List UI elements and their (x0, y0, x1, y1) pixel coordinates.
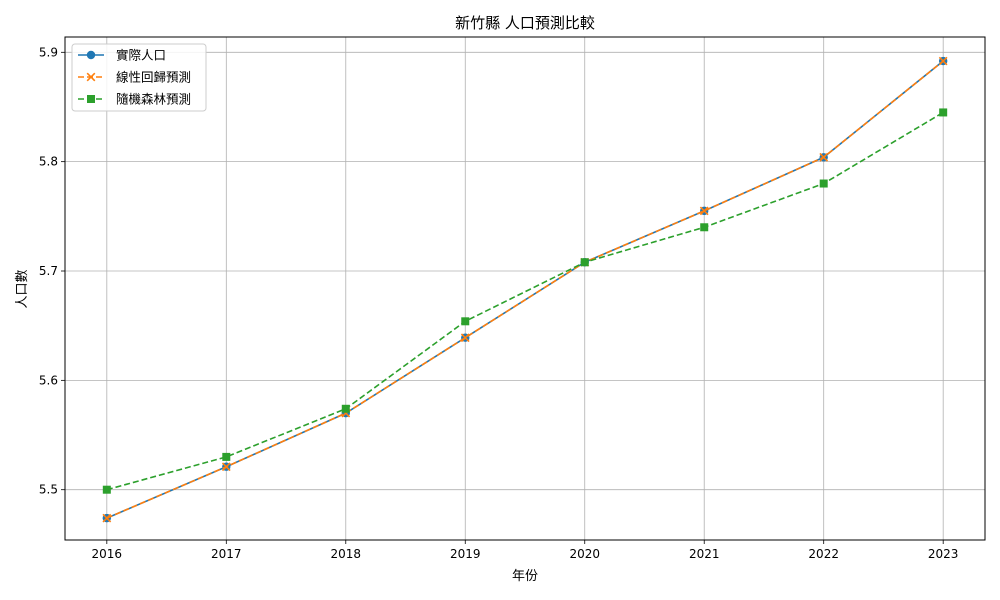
x-tick-label: 2023 (928, 547, 959, 561)
series-1 (102, 56, 948, 523)
grid (65, 37, 985, 540)
x-tick-label: 2020 (569, 547, 600, 561)
y-tick-label: 5.5 (39, 483, 58, 497)
data-point (819, 179, 828, 188)
x-tick-label: 2018 (331, 547, 362, 561)
legend-entry: 線性回歸預測 (78, 70, 191, 85)
data-point (819, 152, 829, 162)
series-line (106, 60, 944, 519)
y-tick-label: 5.7 (39, 264, 58, 278)
y-tick-label: 5.9 (39, 45, 58, 59)
data-point (939, 108, 948, 117)
series-line (106, 60, 944, 519)
x-tick-label: 2017 (211, 547, 242, 561)
y-tick-label: 5.6 (39, 373, 58, 387)
data-point (221, 462, 231, 472)
x-axis-label: 年份 (512, 569, 538, 584)
legend-entry: 實際人口 (78, 48, 166, 63)
data-point (341, 404, 350, 413)
legend-marker (86, 50, 96, 60)
x-tick-label: 2016 (92, 547, 123, 561)
x-tick-label: 2021 (689, 547, 720, 561)
data-point (460, 333, 470, 343)
series-layer (102, 56, 948, 523)
series-3 (102, 108, 948, 494)
plot-frame (64, 36, 986, 541)
data-point (699, 206, 709, 216)
data-point (222, 452, 231, 461)
data-point (102, 513, 112, 523)
data-point (700, 223, 709, 232)
legend-label: 線性回歸預測 (116, 70, 191, 85)
series-2 (102, 56, 948, 523)
legend-entry: 隨機森林預測 (78, 92, 191, 107)
legend-label: 實際人口 (116, 48, 166, 63)
y-axis-label: 人口數 (15, 269, 30, 308)
legend-marker (86, 72, 96, 82)
series-line (106, 111, 944, 491)
legend-label: 隨機森林預測 (116, 92, 191, 107)
legend-marker (87, 95, 95, 103)
x-tick-label: 2022 (808, 547, 839, 561)
legend-box (71, 43, 207, 112)
data-point (580, 258, 589, 267)
data-point (938, 56, 948, 66)
data-point (461, 317, 470, 326)
x-tick-label: 2019 (450, 547, 481, 561)
data-point (102, 485, 111, 494)
axis-ticks: 2016 2017 2018 2019 2020 2021 2022 2023 5.5 5.6 5.… (39, 45, 959, 561)
chart-title: 新竹縣 人口預測比較 (455, 14, 595, 32)
y-tick-label: 5.8 (39, 155, 58, 169)
